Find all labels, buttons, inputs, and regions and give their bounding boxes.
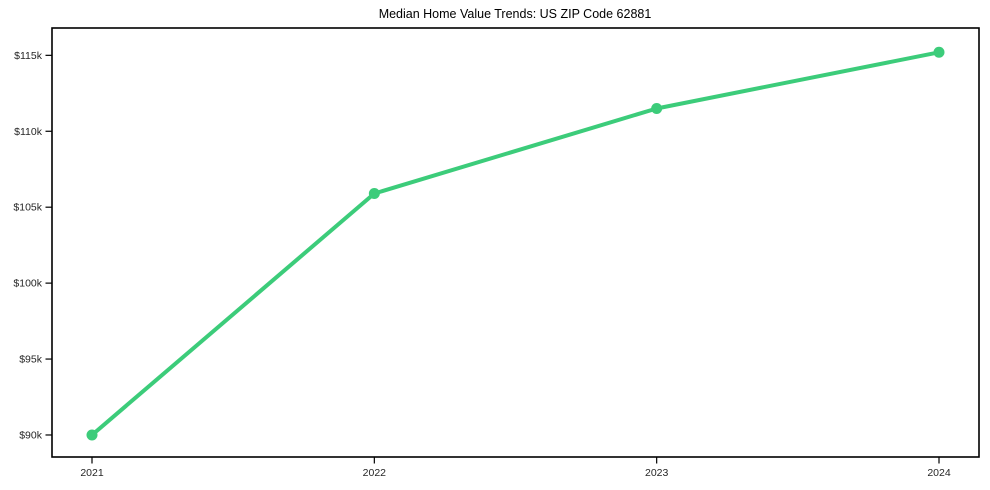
chart-title: Median Home Value Trends: US ZIP Code 62… xyxy=(379,7,652,21)
data-point-2021 xyxy=(86,429,98,441)
x-axis-tick-label: 2023 xyxy=(645,467,669,479)
y-axis-tick-label: $110k xyxy=(14,126,43,138)
plot-area: $90k $95k $100k $105k $110k $115k 2021 2022 2023… xyxy=(13,27,980,479)
x-axis-tick-label: 2022 xyxy=(363,467,387,479)
y-axis-tick-label: $95k xyxy=(19,354,43,366)
plot-border xyxy=(51,27,980,458)
y-axis-tick-label: $100k xyxy=(13,278,42,290)
x-axis-tick-label: 2024 xyxy=(927,467,951,479)
y-axis-tick-label: $105k xyxy=(13,202,42,214)
data-point-2024 xyxy=(933,46,945,58)
y-axis-tick-label: $115k xyxy=(14,50,43,62)
data-point-2023 xyxy=(651,102,663,114)
data-point-2022 xyxy=(368,188,380,200)
trend-line xyxy=(90,50,941,437)
x-axis-tick-label: 2021 xyxy=(80,467,104,479)
y-axis-tick-label: $90k xyxy=(19,429,43,441)
